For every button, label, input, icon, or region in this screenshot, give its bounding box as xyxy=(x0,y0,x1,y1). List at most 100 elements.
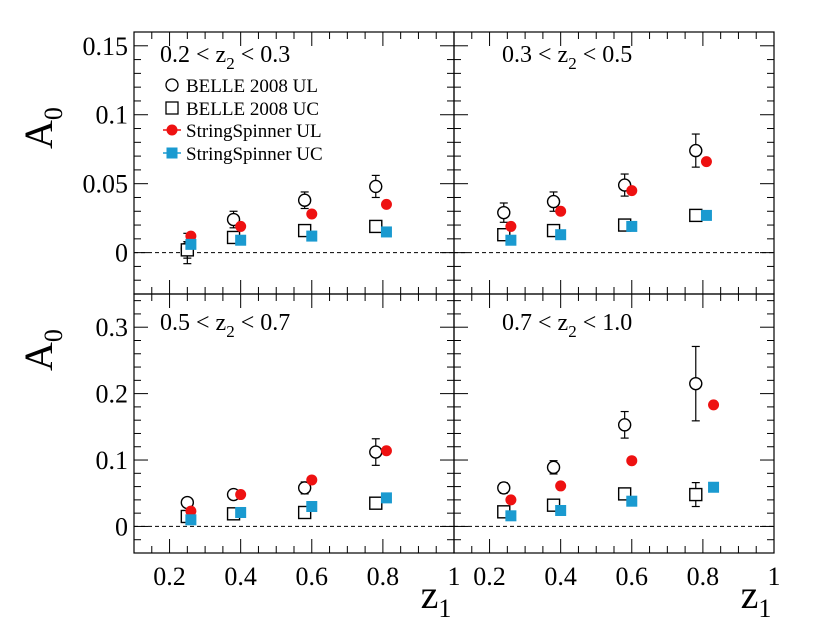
belle-ul-point xyxy=(689,143,703,158)
panel-label: 0.5 < z2 < 0.7 xyxy=(160,310,290,341)
x-tick-label: 0.4 xyxy=(544,562,577,591)
panel-4: 0.2 0.4 0.6 0.8 1 0.7 < z2 < 1.0 xyxy=(453,293,781,591)
stringspinner-uc-point xyxy=(555,504,567,516)
y-axis-title-main: A xyxy=(16,342,61,371)
panel-label-sub: 2 xyxy=(568,322,577,341)
stringspinner-uc-point xyxy=(306,501,318,513)
legend-marker-ss-uc xyxy=(166,147,178,159)
stringspinner-uc-point xyxy=(626,220,638,232)
x-tick-label: 0.2 xyxy=(473,562,506,591)
panel-3: 0 0.1 0.2 0.3 0.2 0.4 0.6 0.8 1 0.5 < z2 < 0.7 xyxy=(96,293,461,591)
belle-uc-point xyxy=(689,208,703,223)
belle-ul-point xyxy=(369,179,383,194)
stringspinner-ul-point xyxy=(708,399,720,411)
panel-label: 0.7 < z2 < 1.0 xyxy=(502,310,632,341)
stringspinner-uc-point xyxy=(555,229,567,241)
stringspinner-ul-point xyxy=(700,156,712,168)
panel-label-pre: 0.3 < z xyxy=(502,42,568,68)
stringspinner-ul-point xyxy=(555,480,567,492)
belle-uc-point xyxy=(369,219,383,234)
x-axis-title-main: z xyxy=(421,572,439,617)
x-tick-label: 0.6 xyxy=(616,562,649,591)
legend-marker-belle-uc xyxy=(165,101,179,115)
y-tick-label: 0.1 xyxy=(96,101,129,130)
x-tick-label: 1 xyxy=(768,562,781,591)
panel-label: 0.2 < z2 < 0.3 xyxy=(160,42,290,73)
stringspinner-uc-point xyxy=(235,234,247,246)
stringspinner-ul-point xyxy=(235,220,247,232)
belle-uc-point xyxy=(689,487,703,502)
x-tick-label: 0.6 xyxy=(296,562,329,591)
stringspinner-uc-point xyxy=(626,495,638,507)
x-tick-label: 0.4 xyxy=(224,562,257,591)
stringspinner-uc-point xyxy=(306,230,318,242)
panel-label-post: < 1.0 xyxy=(577,310,633,336)
stringspinner-uc-point xyxy=(185,238,197,250)
y-axis-title-sub: 0 xyxy=(39,329,68,342)
x-axis-title: z1 xyxy=(741,572,772,623)
legend-label: StringSpinner UL xyxy=(186,121,322,142)
x-axis-title-sub: 1 xyxy=(438,594,451,623)
panel-label-pre: 0.2 < z xyxy=(160,42,226,68)
panel-label-post: < 0.5 xyxy=(577,42,633,68)
y-tick-label: 0.15 xyxy=(83,32,129,61)
stringspinner-ul-point xyxy=(626,455,638,467)
stringspinner-uc-point xyxy=(505,510,517,522)
belle-ul-point xyxy=(546,194,561,209)
y-tick-label: 0.1 xyxy=(96,446,129,475)
stringspinner-ul-point xyxy=(555,205,567,217)
belle-ul-point xyxy=(546,460,561,475)
belle-ul-point xyxy=(689,376,703,391)
panel-2: 0.3 < z2 < 0.5 xyxy=(453,31,775,295)
stringspinner-uc-point xyxy=(380,226,392,238)
y-tick-label: 0.05 xyxy=(83,170,129,199)
belle-ul-point xyxy=(297,193,312,207)
stringspinner-uc-point xyxy=(235,506,247,518)
belle-ul-point xyxy=(297,481,312,495)
y-axis-title-main: A xyxy=(16,120,61,149)
x-tick-label: 0.8 xyxy=(367,562,400,591)
panel-label-pre: 0.5 < z xyxy=(160,310,226,336)
x-tick-label: 0.8 xyxy=(687,562,720,591)
belle-ul-point xyxy=(226,212,241,227)
panel-label-pre: 0.7 < z xyxy=(502,310,568,336)
stringspinner-uc-point xyxy=(708,481,720,493)
legend-marker-belle-ul xyxy=(165,78,179,92)
y-tick-label: 0.2 xyxy=(96,380,129,409)
y-tick-label: 0 xyxy=(115,239,128,268)
panel-label: 0.3 < z2 < 0.5 xyxy=(502,42,632,73)
stringspinner-uc-point xyxy=(185,514,197,526)
x-axis-title: z1 xyxy=(421,572,452,623)
stringspinner-ul-point xyxy=(235,489,247,501)
belle-ul-point xyxy=(497,481,511,495)
belle-ul-point xyxy=(369,445,383,459)
stringspinner-ul-point xyxy=(185,505,197,517)
stringspinner-ul-point xyxy=(185,230,197,242)
stringspinner-uc-point xyxy=(505,234,517,246)
stringspinner-ul-point xyxy=(505,494,517,506)
stringspinner-ul-point xyxy=(505,220,517,232)
x-axis-title-sub: 1 xyxy=(758,594,771,623)
belle-ul-point xyxy=(617,418,632,432)
legend-label: BELLE 2008 UC xyxy=(186,99,319,120)
belle-ul-point xyxy=(497,205,511,220)
stringspinner-ul-point xyxy=(380,198,392,210)
belle-uc-point xyxy=(369,496,383,510)
stringspinner-uc-point xyxy=(380,492,392,504)
stringspinner-uc-point xyxy=(700,209,712,221)
panel-label-post: < 0.3 xyxy=(235,42,291,68)
x-tick-label: 1 xyxy=(448,562,461,591)
y-tick-label: 0 xyxy=(115,512,128,541)
panel-label-sub: 2 xyxy=(226,322,235,341)
legend-label: BELLE 2008 UL xyxy=(186,76,318,97)
y-axis-title-sub: 0 xyxy=(39,107,68,120)
panel-label-sub: 2 xyxy=(226,54,235,73)
panel-frame xyxy=(453,31,775,295)
stringspinner-ul-point xyxy=(306,208,318,220)
panel-label-sub: 2 xyxy=(568,54,577,73)
x-tick-label: 0.2 xyxy=(153,562,186,591)
y-axis-title: A0 xyxy=(16,107,68,149)
